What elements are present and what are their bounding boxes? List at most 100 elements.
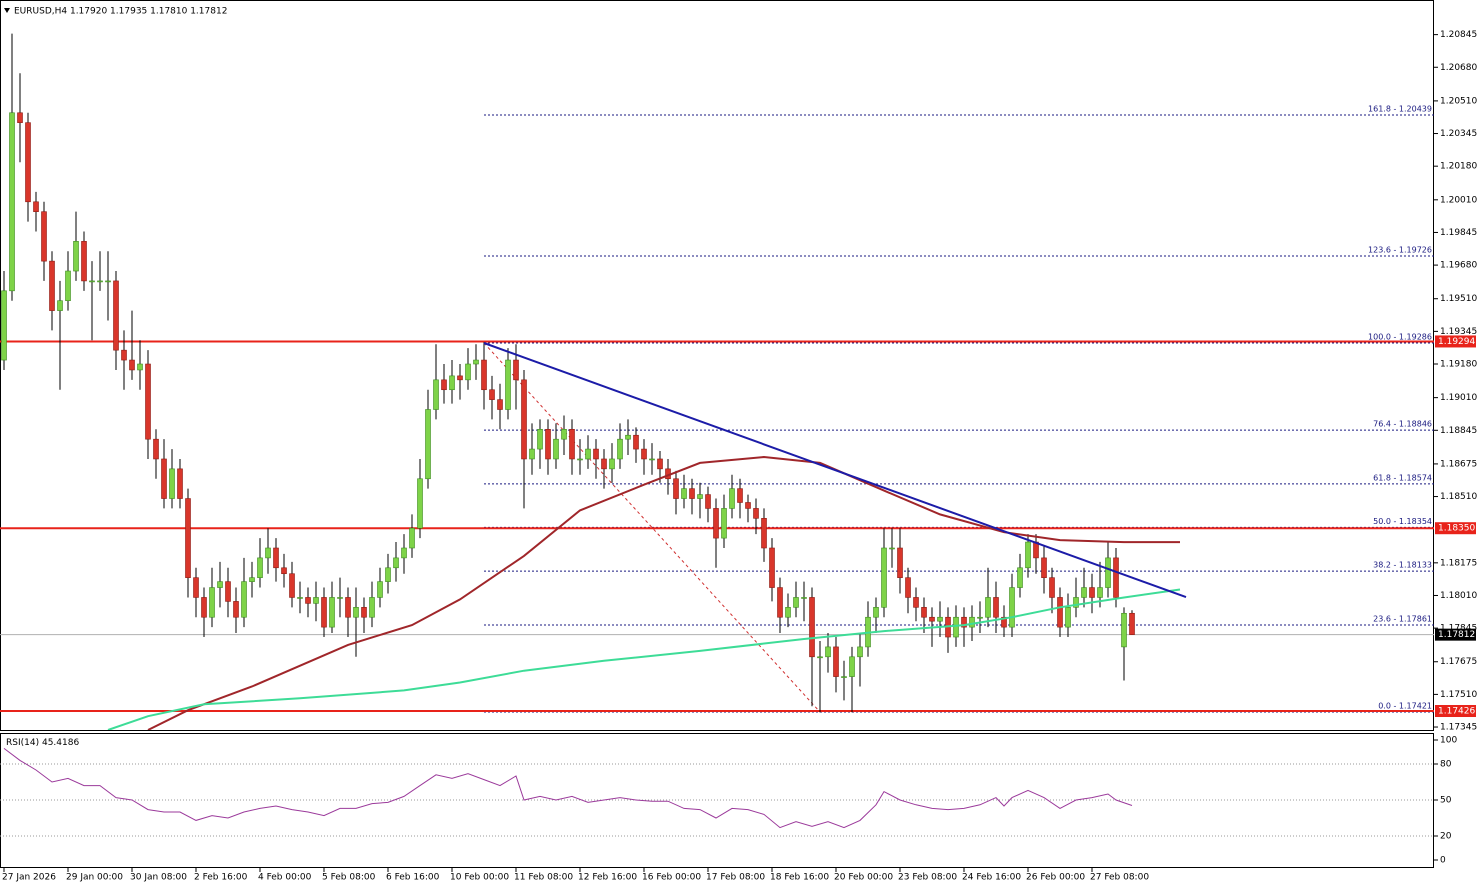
- candle-body: [209, 587, 215, 618]
- candle-body: [617, 438, 623, 460]
- moving-average: [147, 455, 1180, 730]
- candle-body: [817, 656, 823, 659]
- candle-body: [281, 567, 287, 575]
- y-tick-label: 1.19510: [1440, 294, 1477, 304]
- candle-body: [1129, 612, 1135, 635]
- fib-label: 23.6 - 1.17861: [1373, 614, 1432, 623]
- candle-body: [57, 300, 63, 311]
- candle-body: [601, 458, 607, 470]
- candle-body: [1073, 597, 1079, 608]
- candle-body: [305, 597, 311, 604]
- candle-body: [993, 597, 999, 618]
- rsi-title: RSI(14): [6, 738, 39, 748]
- candle-body: [529, 448, 535, 460]
- candle-body: [537, 428, 543, 450]
- candle-body: [9, 112, 15, 292]
- main-panel: [0, 0, 1434, 731]
- rsi-tick-label: 20: [1440, 832, 1452, 842]
- candle-body: [489, 389, 495, 400]
- candle-body: [449, 375, 455, 391]
- candle-body: [657, 458, 663, 470]
- y-tick-label: 1.20010: [1440, 195, 1477, 205]
- candle-body: [705, 494, 711, 509]
- y-tick-label: 1.18175: [1440, 558, 1477, 568]
- candle-body: [153, 438, 159, 460]
- candle-body: [1097, 587, 1103, 598]
- y-tick-label: 1.20845: [1440, 30, 1477, 40]
- rsi-tick-label: 50: [1440, 796, 1452, 806]
- candle-body: [937, 616, 943, 622]
- candle-body: [881, 547, 887, 608]
- candle-body: [577, 458, 583, 461]
- candle-body: [145, 363, 151, 440]
- trendline: [483, 342, 1187, 599]
- candle-body: [185, 498, 191, 578]
- candle-body: [49, 260, 55, 311]
- x-tick-label: 5 Feb 08:00: [322, 873, 376, 883]
- candle-body: [633, 434, 639, 450]
- last-price-label: 1.17812: [1438, 630, 1475, 640]
- x-tick-label: 12 Feb 16:00: [578, 873, 637, 883]
- candle-body: [593, 448, 599, 460]
- candle-body: [41, 211, 47, 262]
- candle-body: [1049, 577, 1055, 598]
- candle-body: [681, 488, 687, 499]
- candle-body: [1009, 587, 1015, 628]
- rsi-tick-label: 0: [1440, 856, 1446, 866]
- last-price-box: [1435, 628, 1476, 641]
- candle-body: [289, 573, 295, 598]
- candle-body: [985, 597, 991, 618]
- candle-body: [273, 547, 279, 569]
- y-tick-label: 1.19680: [1440, 261, 1477, 271]
- candle-body: [761, 518, 767, 549]
- y-tick-label: 1.19845: [1440, 228, 1477, 238]
- candle-body: [393, 557, 399, 569]
- candle-body: [177, 468, 183, 499]
- price-box-label: 1.18350: [1438, 524, 1475, 534]
- candle-body: [409, 527, 415, 549]
- candle-body: [553, 438, 559, 460]
- candle-body: [217, 581, 223, 588]
- candle-body: [353, 607, 359, 618]
- candle-body: [105, 280, 111, 283]
- candle-body: [441, 379, 447, 391]
- candle-body: [833, 646, 839, 677]
- candle-body: [97, 280, 103, 283]
- candle-body: [473, 359, 479, 365]
- x-tick-label: 26 Feb 00:00: [1026, 873, 1085, 883]
- y-tick-label: 1.20680: [1440, 63, 1477, 73]
- candle-body: [721, 508, 727, 539]
- candle-body: [1041, 557, 1047, 578]
- x-tick-label: 16 Feb 00:00: [642, 873, 701, 883]
- candle-body: [81, 241, 87, 282]
- candle-body: [697, 494, 703, 499]
- x-tick-label: 23 Feb 08:00: [898, 873, 957, 883]
- candle-body: [265, 547, 271, 559]
- candle-body: [233, 601, 239, 618]
- candle-body: [793, 597, 799, 608]
- axes: 1.20845 1.20680 1.20510 1.20345 1.20180 1.200…: [2, 30, 1477, 882]
- candle-body: [713, 508, 719, 539]
- menu-arrow: [4, 8, 10, 13]
- candle-body: [129, 359, 135, 371]
- candle-body: [953, 616, 959, 638]
- x-tick-label: 18 Feb 16:00: [770, 873, 829, 883]
- candle-body: [897, 547, 903, 578]
- candle-body: [561, 428, 567, 440]
- candle-body: [1057, 597, 1063, 628]
- candle-body: [65, 270, 71, 302]
- candle-body: [625, 434, 631, 440]
- fib-label: 161.8 - 1.20439: [1368, 104, 1432, 113]
- candle-body: [505, 359, 511, 410]
- candle-body: [913, 597, 919, 608]
- candle-body: [1105, 557, 1111, 588]
- candle-body: [585, 448, 591, 460]
- candle-body: [545, 428, 551, 460]
- candle-body: [969, 616, 975, 628]
- candle-body: [1121, 612, 1127, 648]
- x-tick-label: 6 Feb 16:00: [386, 873, 440, 883]
- x-tick-label: 20 Feb 00:00: [834, 873, 893, 883]
- x-tick-label: 29 Jan 00:00: [66, 873, 123, 883]
- candle-body: [313, 597, 319, 604]
